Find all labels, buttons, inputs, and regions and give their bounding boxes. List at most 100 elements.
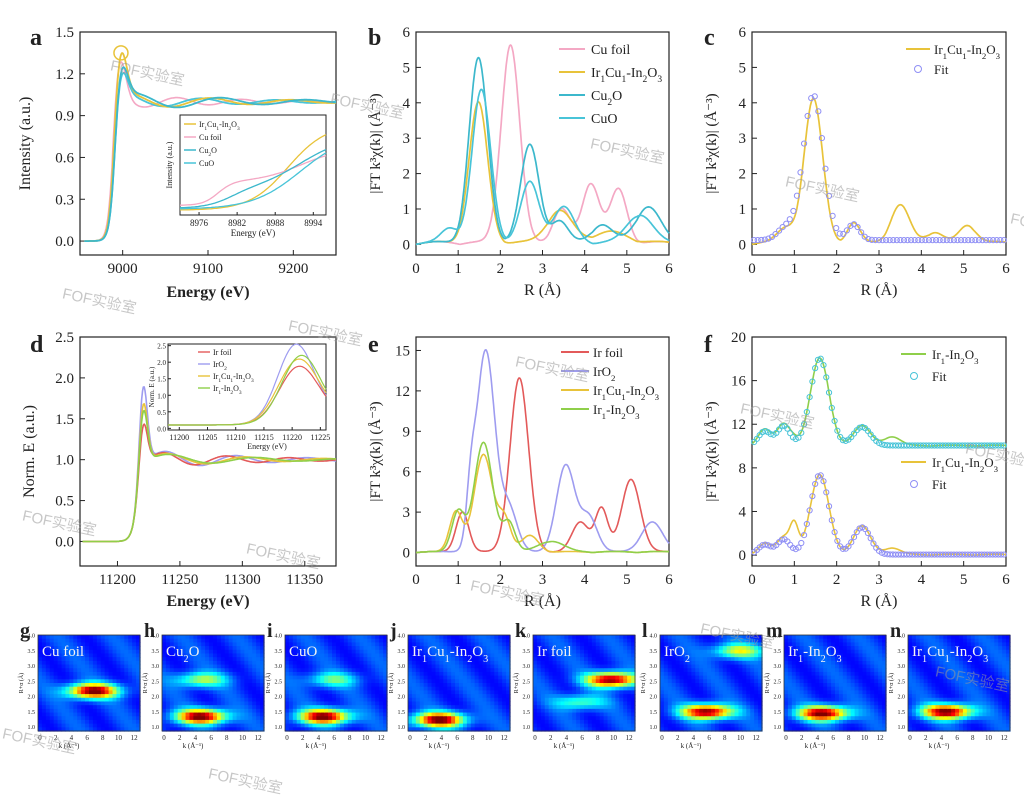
y-tick-label: 5 — [739, 60, 747, 76]
x-tick-label: 4 — [581, 572, 589, 588]
heatmap-cell — [660, 679, 665, 683]
heatmap-cell — [248, 705, 253, 709]
heatmap-cell — [463, 705, 468, 709]
y-tick-label: 3.5 — [650, 649, 658, 655]
heatmap-cell — [572, 698, 577, 702]
heatmap-cell — [217, 639, 222, 643]
heatmap-cell — [46, 694, 51, 698]
heatmap-cell — [608, 661, 613, 665]
y-tick-label: 2 — [403, 167, 411, 183]
heatmap-cell — [428, 679, 433, 683]
heatmap-cell — [490, 716, 495, 720]
heatmap-cell — [545, 661, 550, 665]
heatmap-cell — [447, 639, 452, 643]
heatmap-cell — [584, 720, 589, 724]
heatmap-cell — [428, 635, 433, 639]
heatmap-cell — [711, 657, 716, 661]
heatmap-cell — [54, 724, 59, 728]
heatmap-cell — [463, 720, 468, 724]
heatmap-cell — [707, 713, 712, 717]
heatmap-cell — [463, 690, 468, 694]
heatmap-cell — [170, 672, 175, 676]
heatmap-cell — [289, 679, 294, 683]
y-tick-label: 2.5 — [28, 679, 36, 685]
heatmap-cell — [73, 713, 78, 717]
heatmap-cell — [309, 690, 314, 694]
heatmap-cell — [680, 705, 685, 709]
heatmap-cell — [237, 672, 242, 676]
heatmap-cell — [471, 709, 476, 713]
heatmap-cell — [162, 716, 167, 720]
heatmap-cell — [443, 635, 448, 639]
heatmap-cell — [711, 698, 716, 702]
heatmap-cell — [424, 694, 429, 698]
heatmap-cell — [50, 668, 55, 672]
heatmap-cell — [225, 720, 230, 724]
heatmap-cell — [170, 716, 175, 720]
heatmap-cell — [197, 690, 202, 694]
heatmap-cell — [371, 694, 376, 698]
heatmap-cell — [375, 676, 380, 680]
legend-label: Ir1Cu1-In2O3 — [934, 42, 1001, 61]
heatmap-cell — [97, 676, 102, 680]
heatmap-cell — [557, 672, 562, 676]
heatmap-cell — [124, 679, 129, 683]
heatmap-cell — [498, 653, 503, 657]
heatmap-cell — [490, 724, 495, 728]
heatmap-cell — [494, 716, 499, 720]
heatmap-cell — [363, 646, 368, 650]
heatmap-cell — [611, 713, 616, 717]
heatmap-cell — [348, 720, 353, 724]
heatmap-cell — [424, 672, 429, 676]
heatmap-cell — [166, 716, 171, 720]
x-tick-label: 0 — [533, 734, 537, 742]
heatmap-cell — [340, 657, 345, 661]
heatmap-cell — [38, 635, 43, 639]
heatmap-cell — [336, 639, 341, 643]
heatmap-cell — [256, 650, 261, 654]
heatmap-cell — [483, 705, 488, 709]
heatmap-cell — [815, 709, 820, 713]
heatmap-cell — [723, 657, 728, 661]
heatmap-cell — [623, 653, 628, 657]
heatmap-cell — [89, 668, 94, 672]
heatmap-cell — [312, 720, 317, 724]
heatmap-cell — [533, 661, 538, 665]
heatmap-cell — [560, 679, 565, 683]
heatmap-cell — [360, 698, 365, 702]
heatmap-cell — [611, 646, 616, 650]
heatmap-cell — [660, 694, 665, 698]
heatmap-cell — [479, 687, 484, 691]
heatmap-cell — [65, 716, 70, 720]
heatmap-cell — [451, 679, 456, 683]
fit-marker — [834, 225, 839, 230]
heatmap-cell — [77, 716, 82, 720]
heatmap-cell — [580, 720, 585, 724]
heatmap-cell — [695, 679, 700, 683]
heatmap-cell — [498, 720, 503, 724]
heatmap-cell — [352, 720, 357, 724]
heatmap-cell — [447, 687, 452, 691]
heatmap-cell — [572, 635, 577, 639]
heatmap-cell — [42, 694, 47, 698]
heatmap-cell — [320, 709, 325, 713]
heatmap-cell — [89, 694, 94, 698]
heatmap-cell — [356, 668, 361, 672]
x-tick-label: 5 — [960, 572, 968, 588]
heatmap-cell — [475, 676, 480, 680]
heatmap-cell — [435, 705, 440, 709]
heatmap-cell — [225, 709, 230, 713]
heatmap-cell — [703, 668, 708, 672]
heatmap-cell — [588, 694, 593, 698]
heatmap-cell — [416, 672, 421, 676]
heatmap-cell — [723, 683, 728, 687]
heatmap-cell — [604, 687, 609, 691]
heatmap-cell — [545, 698, 550, 702]
heatmap-cell — [109, 713, 114, 717]
heatmap-cell — [738, 635, 743, 639]
heatmap-cell — [596, 701, 601, 705]
heatmap-cell — [124, 653, 129, 657]
heatmap-cell — [132, 665, 137, 669]
heatmap-cell — [459, 694, 464, 698]
heatmap-cell — [443, 690, 448, 694]
